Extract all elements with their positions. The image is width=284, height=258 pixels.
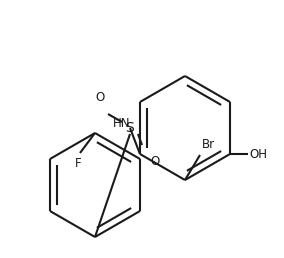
- Text: O: O: [150, 155, 159, 168]
- Text: OH: OH: [249, 148, 267, 160]
- Text: S: S: [126, 121, 134, 135]
- Text: HN: HN: [112, 117, 130, 130]
- Text: Br: Br: [202, 138, 215, 151]
- Text: F: F: [75, 157, 81, 170]
- Text: O: O: [95, 91, 105, 104]
